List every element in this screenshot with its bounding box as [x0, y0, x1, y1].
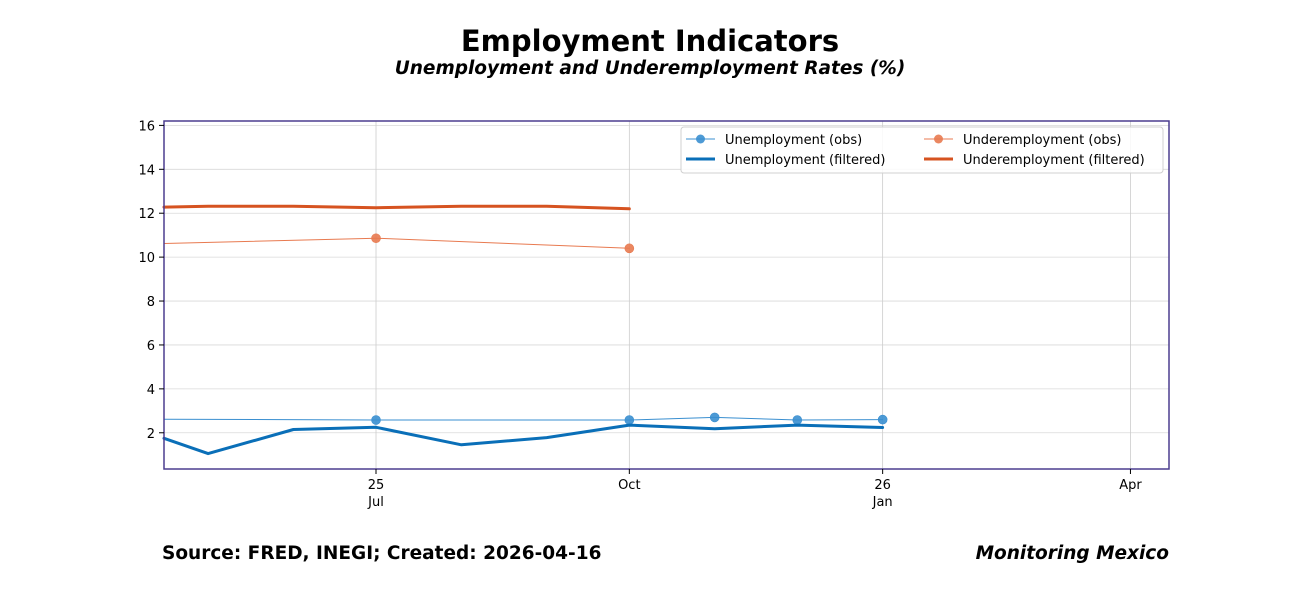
plot-frame: [163, 120, 1170, 470]
data-point: [624, 243, 635, 254]
grid-layer: [164, 121, 1169, 469]
y-tick-label: 4: [147, 383, 155, 398]
legend-label: Underemployment (filtered): [963, 153, 1145, 168]
series-line-unemployment-filtered: [162, 423, 885, 456]
data-point: [371, 415, 381, 425]
chart-subtitle: Unemployment and Underemployment Rates (…: [394, 58, 906, 79]
series-layer: [162, 204, 888, 456]
y-tick-label: 16: [138, 119, 155, 134]
legend-label: Unemployment (filtered): [725, 153, 885, 168]
legend-label: Unemployment (obs): [725, 133, 862, 148]
y-tick-label: 6: [147, 339, 155, 354]
data-point: [792, 415, 803, 425]
data-point: [877, 414, 888, 425]
y-tick-label: 8: [147, 295, 155, 310]
x-tick-label: 26 Jan: [872, 478, 893, 510]
legend-swatch-marker: [696, 134, 705, 144]
y-tick-label: 2: [147, 427, 155, 442]
data-point: [709, 412, 720, 423]
series-line-underemployment-obs: [163, 237, 630, 249]
chart-title: Employment Indicators: [460, 24, 840, 58]
brand-label: Monitoring Mexico: [975, 543, 1169, 564]
y-tick-label: 10: [138, 251, 155, 266]
legend-swatch-marker: [934, 134, 943, 144]
x-tick-label: Apr: [1119, 478, 1142, 493]
data-point: [371, 233, 381, 244]
series-line-underemployment-filtered: [162, 204, 631, 211]
x-tick-label: Oct: [618, 478, 640, 493]
y-tick-label: 14: [138, 163, 155, 178]
data-point: [624, 415, 635, 425]
axis-layer: 2 4 6 8 10 12 14 16 25 Jul Oct 26 Jan Apr: [138, 119, 1142, 510]
legend-box: [680, 126, 1164, 174]
source-note: Source: FRED, INEGI; Created: 2026-04-16: [162, 543, 602, 564]
x-tick-label: 25 Jul: [367, 478, 384, 510]
y-tick-label: 12: [138, 207, 155, 222]
legend: Unemployment (obs) Unemployment (filtered…: [680, 126, 1164, 174]
legend-label: Underemployment (obs): [963, 133, 1122, 148]
series-line-unemployment-obs: [163, 416, 884, 421]
